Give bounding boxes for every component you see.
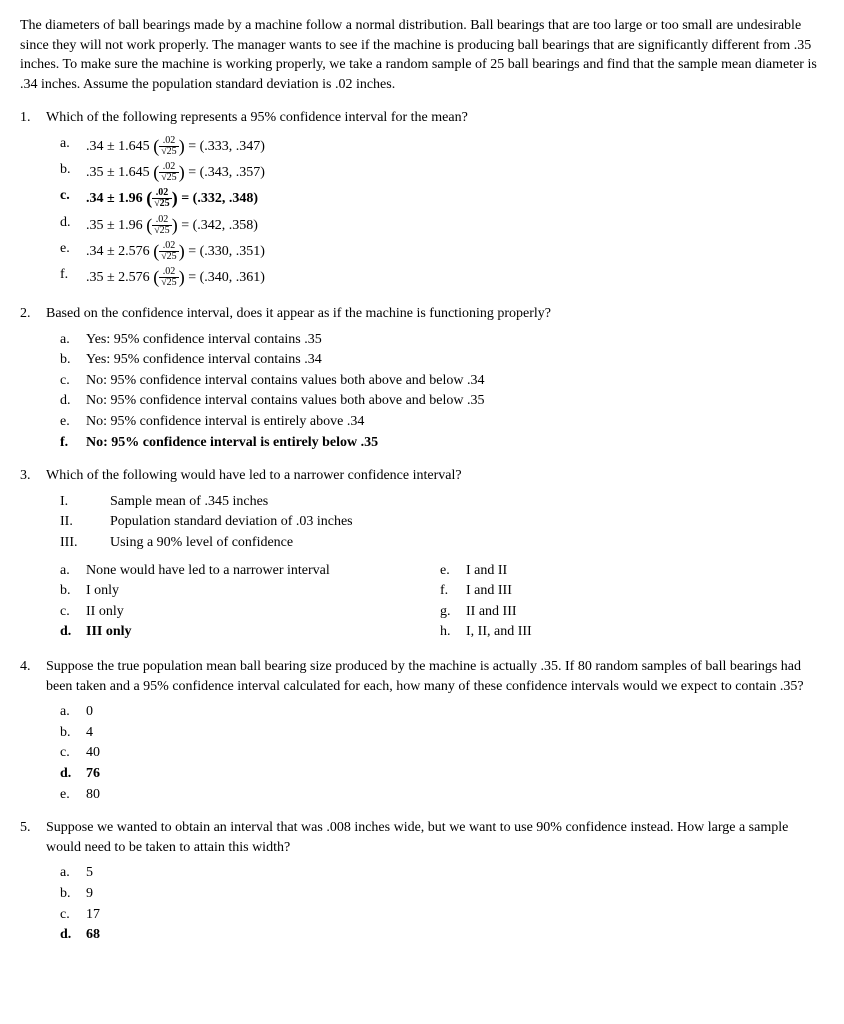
intro-paragraph: The diameters of ball bearings made by a… xyxy=(20,16,824,94)
q1-opt-f: .35 ± 2.576 (.02√25) = (.340, .361) xyxy=(86,265,824,290)
q3-opt-f: I and III xyxy=(466,581,824,601)
opt-letter: g. xyxy=(440,602,466,622)
opt-letter: h. xyxy=(440,622,466,642)
q3-roman-I: Sample mean of .345 inches xyxy=(110,492,268,512)
opt-letter: d. xyxy=(60,391,86,411)
opt-letter: c. xyxy=(60,186,86,211)
q5-number: 5. xyxy=(20,818,46,857)
q4-options: a.0 b.4 c.40 d.76 e.80 xyxy=(60,702,824,804)
opt-letter: a. xyxy=(60,134,86,159)
q3-number: 3. xyxy=(20,466,46,486)
q2-text: Based on the confidence interval, does i… xyxy=(46,304,824,324)
q4-opt-b: 4 xyxy=(86,723,824,743)
opt-letter: b. xyxy=(60,350,86,370)
q2-opt-e: No: 95% confidence interval is entirely … xyxy=(86,412,824,432)
q3-roman-III: Using a 90% level of confidence xyxy=(110,533,293,553)
q2-opt-b: Yes: 95% confidence interval contains .3… xyxy=(86,350,824,370)
opt-letter: e. xyxy=(440,561,466,581)
opt-letter: a. xyxy=(60,561,86,581)
opt-letter: a. xyxy=(60,863,86,883)
opt-letter: b. xyxy=(60,884,86,904)
opt-letter: e. xyxy=(60,239,86,264)
opt-letter: c. xyxy=(60,602,86,622)
opt-letter: a. xyxy=(60,702,86,722)
q2-opt-d: No: 95% confidence interval contains val… xyxy=(86,391,824,411)
opt-letter: d. xyxy=(60,213,86,238)
q3-opt-c: II only xyxy=(86,602,440,622)
opt-letter: c. xyxy=(60,743,86,763)
q5-opt-a: 5 xyxy=(86,863,824,883)
q1-number: 1. xyxy=(20,108,46,128)
question-5: 5. Suppose we wanted to obtain an interv… xyxy=(20,818,824,945)
q2-options: a.Yes: 95% confidence interval contains … xyxy=(60,330,824,453)
question-1: 1. Which of the following represents a 9… xyxy=(20,108,824,290)
q3-opt-d: III only xyxy=(86,622,440,642)
q3-roman-II: Population standard deviation of .03 inc… xyxy=(110,512,353,532)
q3-opt-b: I only xyxy=(86,581,440,601)
roman-label: II. xyxy=(60,512,110,532)
q1-text: Which of the following represents a 95% … xyxy=(46,108,824,128)
opt-letter: b. xyxy=(60,723,86,743)
opt-letter: e. xyxy=(60,785,86,805)
q1-opt-b: .35 ± 1.645 (.02√25) = (.343, .357) xyxy=(86,160,824,185)
q2-opt-a: Yes: 95% confidence interval contains .3… xyxy=(86,330,824,350)
q5-opt-c: 17 xyxy=(86,905,824,925)
q1-options: a..34 ± 1.645 (.02√25) = (.333, .347) b.… xyxy=(60,134,824,290)
q1-opt-e: .34 ± 2.576 (.02√25) = (.330, .351) xyxy=(86,239,824,264)
q5-opt-d: 68 xyxy=(86,925,824,945)
roman-label: III. xyxy=(60,533,110,553)
question-4: 4. Suppose the true population mean ball… xyxy=(20,657,824,804)
q2-opt-c: No: 95% confidence interval contains val… xyxy=(86,371,824,391)
question-2: 2. Based on the confidence interval, doe… xyxy=(20,304,824,452)
q3-opt-a: None would have led to a narrower interv… xyxy=(86,561,440,581)
opt-letter: c. xyxy=(60,371,86,391)
opt-letter: c. xyxy=(60,905,86,925)
opt-letter: b. xyxy=(60,160,86,185)
q4-text: Suppose the true population mean ball be… xyxy=(46,657,824,696)
q2-opt-f: No: 95% confidence interval is entirely … xyxy=(86,433,824,453)
q4-opt-c: 40 xyxy=(86,743,824,763)
q3-opt-g: II and III xyxy=(466,602,824,622)
q2-number: 2. xyxy=(20,304,46,324)
q3-options: a.None would have led to a narrower inte… xyxy=(60,561,824,643)
q3-text: Which of the following would have led to… xyxy=(46,466,824,486)
q4-opt-e: 80 xyxy=(86,785,824,805)
opt-letter: a. xyxy=(60,330,86,350)
q5-options: a.5 b.9 c.17 d.68 xyxy=(60,863,824,944)
q4-opt-d: 76 xyxy=(86,764,824,784)
q4-number: 4. xyxy=(20,657,46,696)
q1-opt-d: .35 ± 1.96 (.02√25) = (.342, .358) xyxy=(86,213,824,238)
roman-label: I. xyxy=(60,492,110,512)
q1-opt-c: .34 ± 1.96 (.02√25) = (.332, .348) xyxy=(86,186,824,211)
q1-opt-a: .34 ± 1.645 (.02√25) = (.333, .347) xyxy=(86,134,824,159)
question-3: 3. Which of the following would have led… xyxy=(20,466,824,643)
q5-text: Suppose we wanted to obtain an interval … xyxy=(46,818,824,857)
opt-letter: d. xyxy=(60,622,86,642)
opt-letter: f. xyxy=(60,433,86,453)
opt-letter: b. xyxy=(60,581,86,601)
q5-opt-b: 9 xyxy=(86,884,824,904)
opt-letter: f. xyxy=(60,265,86,290)
opt-letter: d. xyxy=(60,764,86,784)
opt-letter: e. xyxy=(60,412,86,432)
q4-opt-a: 0 xyxy=(86,702,824,722)
opt-letter: d. xyxy=(60,925,86,945)
opt-letter: f. xyxy=(440,581,466,601)
q3-opt-h: I, II, and III xyxy=(466,622,824,642)
q3-opt-e: I and II xyxy=(466,561,824,581)
q3-roman-list: I.Sample mean of .345 inches II.Populati… xyxy=(60,492,824,553)
